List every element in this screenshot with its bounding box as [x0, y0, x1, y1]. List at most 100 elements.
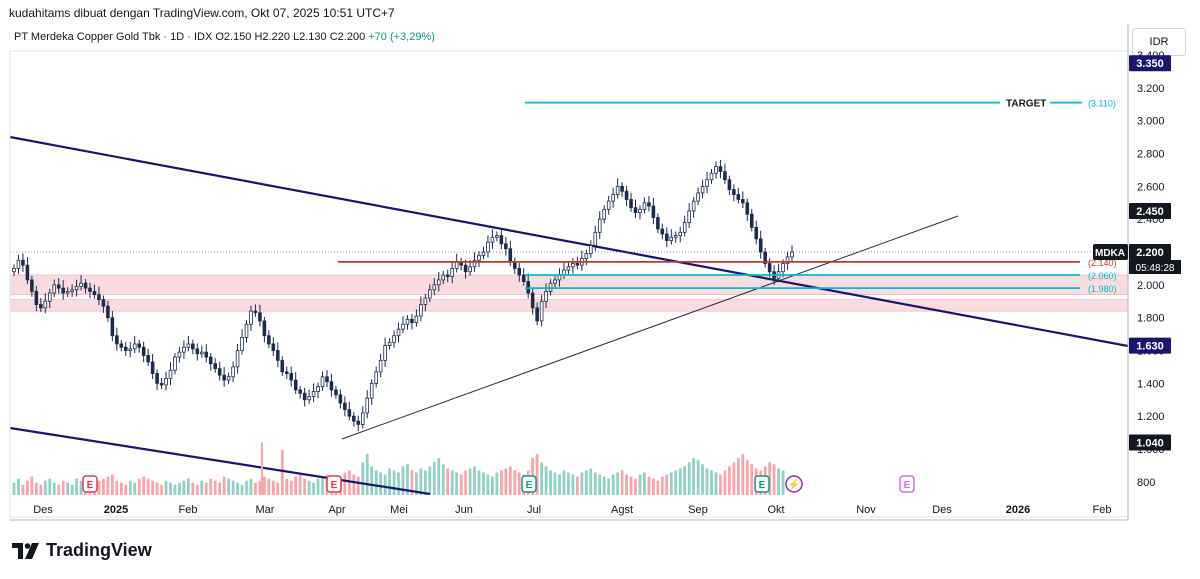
candle-body [535, 307, 539, 322]
volume-bar [441, 464, 445, 495]
candle-body [571, 263, 575, 268]
symbol-title[interactable]: PT Merdeka Copper Gold Tbk · 1D · IDX [14, 31, 213, 43]
volume-bar [218, 482, 222, 495]
candle-body [204, 351, 209, 358]
candle-body [419, 304, 423, 317]
candle-body [128, 348, 133, 351]
candle-body [428, 289, 432, 299]
volume-bar [370, 466, 374, 495]
countdown-badge [1129, 260, 1181, 275]
candle-body [289, 373, 294, 381]
candle-body [597, 218, 602, 233]
x-tick-label: 2025 [104, 504, 128, 516]
volume-bar [736, 458, 740, 495]
volume-bar [491, 476, 494, 495]
candle-body [213, 363, 217, 369]
target-label: TARGET [1006, 99, 1046, 110]
candle-body [647, 202, 651, 207]
candle-body [56, 284, 61, 289]
y-tick-label: 1.200 [1137, 411, 1165, 423]
candle-body [374, 371, 378, 384]
price-badge-label: 1.630 [1136, 341, 1164, 353]
descending-channel-lower-line [9, 426, 431, 496]
x-tick-label: 2026 [1006, 504, 1030, 516]
candle-body [651, 205, 656, 218]
candle-body [732, 189, 736, 195]
candle-body [338, 394, 343, 404]
earnings-event-icon[interactable] [899, 475, 915, 493]
volume-bar [643, 472, 646, 495]
candle-body [302, 392, 307, 401]
volume-bar [43, 480, 47, 495]
candle-body [106, 305, 110, 319]
candle-body [141, 346, 146, 356]
candle-body [714, 166, 718, 174]
y-tick-label: 800 [1137, 477, 1155, 489]
candle-body [656, 217, 660, 230]
volume-bar [777, 468, 780, 495]
candle-body [477, 254, 481, 261]
candle-body [222, 374, 226, 381]
currency-button[interactable]: IDR [1132, 28, 1186, 56]
volume-bar [392, 470, 396, 495]
candle-body [244, 323, 249, 338]
candle-body [217, 368, 222, 376]
volume-bar [558, 474, 561, 495]
candle-body [696, 192, 700, 202]
volume-bar [616, 472, 620, 495]
volume-bar [696, 460, 700, 495]
candle-body [52, 284, 57, 294]
volume-bar [178, 482, 181, 495]
price-badge-label: 2.450 [1136, 206, 1164, 218]
tradingview-logo[interactable]: TradingView [12, 540, 152, 561]
candle-body [709, 172, 714, 181]
candle-body [155, 373, 159, 384]
y-tick-label: 1.400 [1137, 378, 1165, 390]
volume-bar [280, 450, 284, 495]
candle-body [12, 268, 16, 273]
volume-bar [75, 478, 78, 495]
level-value-label: (3.110) [1088, 99, 1116, 109]
volume-bar [745, 460, 749, 495]
candle-body [691, 200, 696, 212]
candle-body [486, 241, 490, 253]
candle-body [280, 359, 285, 373]
volume-bar [423, 470, 427, 495]
candle-body [745, 202, 750, 215]
candle-body [231, 366, 235, 378]
volume-bar [683, 466, 687, 495]
volume-bar [567, 472, 570, 495]
volume-bar [379, 472, 383, 495]
dividend-event-icon[interactable] [785, 475, 803, 493]
earnings-event-icon[interactable] [82, 475, 98, 493]
candle-body [749, 213, 754, 228]
candle-body [629, 199, 633, 209]
earnings-event-icon[interactable] [326, 475, 342, 493]
volume-bar [687, 462, 691, 495]
volume-bar [544, 466, 548, 495]
volume-bar [741, 454, 745, 495]
candle-body [200, 351, 204, 355]
x-tick-label: Apr [328, 504, 345, 516]
earnings-event-icon[interactable] [521, 475, 537, 493]
candle-body [517, 268, 522, 276]
earnings-event-icon[interactable] [754, 475, 770, 493]
candle-body [329, 381, 334, 391]
candle-body [208, 356, 213, 365]
candle-body [611, 194, 615, 202]
volume-bar [263, 476, 266, 495]
candle-body [164, 378, 168, 386]
volume-bar [303, 478, 307, 495]
volume-bar [459, 474, 463, 495]
price-badge [1129, 202, 1171, 219]
volume-bar [298, 474, 302, 495]
candle-body [320, 376, 325, 388]
volume-bar [321, 476, 324, 495]
volume-bar [164, 480, 168, 495]
volume-bar [652, 478, 655, 495]
volume-bar [540, 462, 543, 495]
candle-body [450, 268, 454, 278]
x-tick-label: Feb [179, 504, 198, 516]
volume-bar [186, 478, 190, 495]
